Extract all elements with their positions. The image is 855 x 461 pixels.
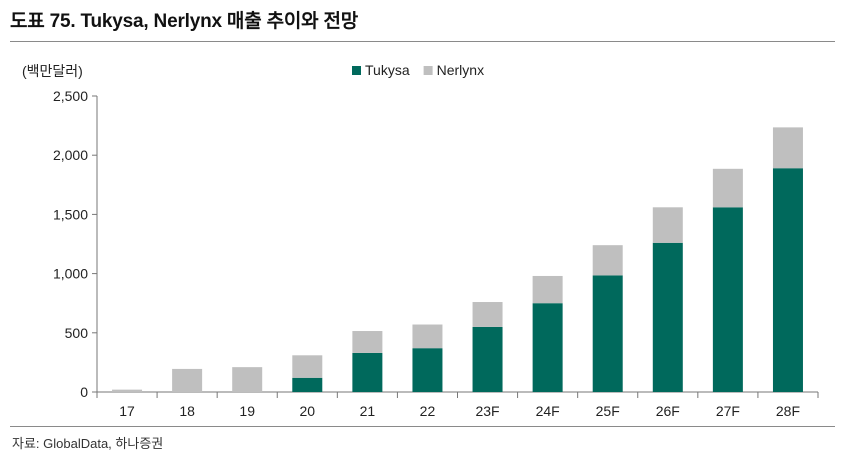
legend-swatch-nerlynx	[423, 66, 433, 75]
source-divider	[10, 426, 835, 427]
bar-tukysa-21	[352, 352, 383, 392]
bar-tukysa-25f	[592, 275, 623, 392]
y-tick-label: 0	[80, 384, 88, 400]
bar-nerlynx-20	[292, 355, 323, 378]
bar-nerlynx-18	[172, 368, 203, 392]
bar-nerlynx-27f	[712, 168, 743, 208]
title-divider	[10, 41, 835, 42]
bar-nerlynx-19	[232, 367, 263, 392]
x-tick-label: 19	[239, 403, 255, 419]
x-tick-label: 25F	[596, 403, 620, 419]
chart-title: 도표 75. Tukysa, Nerlynx 매출 추이와 전망	[10, 11, 359, 32]
y-tick-label: 500	[65, 325, 89, 341]
bar-nerlynx-26f	[652, 207, 683, 243]
y-tick-label: 2,500	[53, 88, 88, 104]
y-tick-label: 1,000	[53, 266, 88, 282]
x-tick-label: 26F	[656, 403, 680, 419]
bar-nerlynx-21	[352, 331, 383, 353]
source-note: 자료: GlobalData, 하나증권	[12, 436, 164, 451]
x-tick-label: 24F	[536, 403, 560, 419]
bar-tukysa-26f	[652, 242, 683, 392]
x-tick-label: 18	[179, 403, 195, 419]
legend-label-nerlynx: Nerlynx	[437, 62, 484, 78]
x-tick-label: 22	[420, 403, 436, 419]
legend-swatch-tukysa	[352, 66, 361, 75]
bar-tukysa-27f	[712, 207, 743, 392]
bar-tukysa-22	[412, 348, 443, 392]
x-tick-label: 21	[360, 403, 376, 419]
bar-nerlynx-25f	[592, 245, 623, 276]
x-tick-label: 27F	[716, 403, 740, 419]
bar-nerlynx-23f	[472, 302, 503, 327]
bar-nerlynx-22	[412, 324, 443, 349]
bar-nerlynx-24f	[532, 275, 563, 304]
bar-tukysa-23f	[472, 326, 503, 392]
y-tick-label: 2,000	[53, 147, 88, 163]
y-tick-label: 1,500	[53, 206, 88, 222]
x-tick-label: 20	[300, 403, 316, 419]
legend-label-tukysa: Tukysa	[365, 62, 410, 78]
x-tick-label: 17	[119, 403, 135, 419]
bar-tukysa-28f	[772, 168, 803, 392]
bar-nerlynx-28f	[772, 127, 803, 169]
bar-tukysa-20	[292, 377, 323, 392]
x-tick-label: 28F	[776, 403, 800, 419]
x-tick-label: 23F	[475, 403, 499, 419]
y-axis-unit-label: (백만달러)	[22, 63, 83, 79]
bar-tukysa-24f	[532, 303, 563, 392]
bar-nerlynx-17	[112, 389, 143, 392]
